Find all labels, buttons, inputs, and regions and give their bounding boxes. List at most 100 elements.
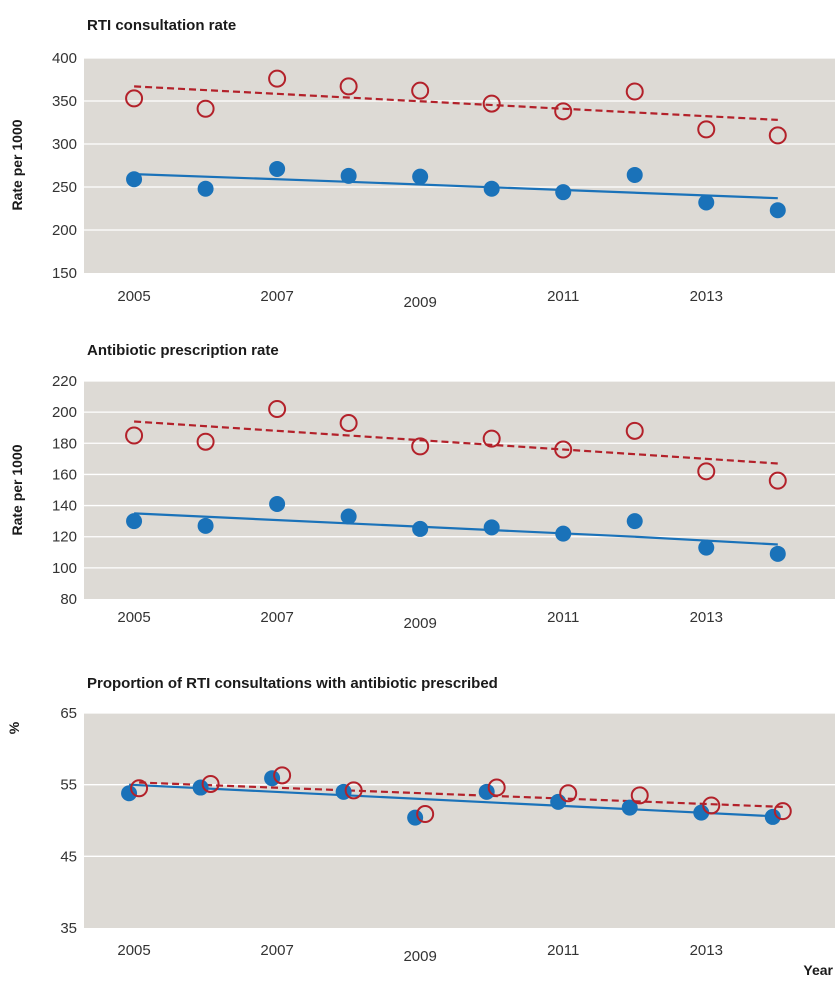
data-point-open bbox=[130, 779, 149, 798]
data-point-filled bbox=[269, 160, 286, 177]
data-point-filled bbox=[764, 808, 781, 825]
data-point-filled bbox=[197, 517, 214, 534]
data-point-open bbox=[559, 784, 578, 803]
y-tick-label: 250 bbox=[52, 179, 77, 196]
data-point-open bbox=[625, 421, 644, 440]
x-tick-label: 2009 bbox=[403, 948, 436, 965]
trend-line-dashed bbox=[134, 85, 778, 121]
y-tick-label: 400 bbox=[52, 50, 77, 67]
data-point-open bbox=[339, 414, 358, 433]
y-tick-label: 180 bbox=[52, 435, 77, 452]
x-tick-label: 2005 bbox=[117, 609, 150, 626]
y-tick-label: 200 bbox=[52, 404, 77, 421]
data-point-filled bbox=[698, 539, 715, 556]
y-tick-label: 300 bbox=[52, 136, 77, 153]
y-tick-label: 45 bbox=[60, 848, 77, 865]
data-point-open bbox=[411, 81, 430, 100]
data-point-open bbox=[482, 429, 501, 448]
data-point-open bbox=[268, 400, 287, 419]
plot-background bbox=[84, 381, 835, 599]
data-point-open bbox=[554, 440, 573, 459]
data-point-filled bbox=[192, 779, 209, 796]
x-tick-label: 2011 bbox=[547, 609, 579, 626]
data-point-filled bbox=[340, 167, 357, 184]
data-point-filled bbox=[412, 520, 429, 537]
data-point-open bbox=[768, 471, 787, 490]
data-point-open bbox=[482, 94, 501, 113]
data-point-open bbox=[702, 796, 721, 815]
y-tick-label: 200 bbox=[52, 222, 77, 239]
data-point-open bbox=[268, 69, 287, 88]
panel-title: Antibiotic prescription rate bbox=[87, 342, 279, 359]
data-point-open bbox=[773, 802, 792, 821]
y-tick-label: 55 bbox=[60, 777, 77, 794]
y-tick-label: 80 bbox=[60, 591, 77, 608]
data-point-filled bbox=[555, 184, 572, 201]
y-tick-label: 35 bbox=[60, 920, 77, 937]
data-point-filled bbox=[197, 180, 214, 197]
data-point-filled bbox=[555, 525, 572, 542]
x-tick-label: 2011 bbox=[547, 288, 579, 305]
data-point-filled bbox=[769, 545, 786, 562]
x-tick-label: 2013 bbox=[690, 609, 723, 626]
data-point-open bbox=[768, 126, 787, 145]
y-tick-label: 100 bbox=[52, 560, 77, 577]
data-point-open bbox=[125, 426, 144, 445]
plot-background bbox=[84, 713, 835, 928]
data-point-filled bbox=[483, 180, 500, 197]
y-axis-label: Rate per 1000 bbox=[9, 119, 25, 210]
data-point-open bbox=[201, 774, 220, 793]
data-point-filled bbox=[621, 799, 638, 816]
plot-background bbox=[84, 58, 835, 273]
data-point-open bbox=[487, 778, 506, 797]
data-point-filled bbox=[626, 166, 643, 183]
data-point-filled bbox=[483, 519, 500, 536]
x-tick-label: 2007 bbox=[260, 288, 293, 305]
x-tick-label: 2005 bbox=[117, 942, 150, 959]
y-tick-label: 140 bbox=[52, 498, 77, 515]
trend-line-solid bbox=[129, 783, 773, 818]
data-point-filled bbox=[121, 785, 138, 802]
data-point-open bbox=[196, 432, 215, 451]
data-point-open bbox=[344, 781, 363, 800]
x-tick-label: 2013 bbox=[690, 942, 723, 959]
trend-line-dashed bbox=[134, 420, 778, 465]
y-tick-label: 350 bbox=[52, 93, 77, 110]
data-point-filled bbox=[340, 508, 357, 525]
data-point-open bbox=[554, 102, 573, 121]
panel-title: Proportion of RTI consultations with ant… bbox=[87, 675, 498, 692]
y-tick-label: 150 bbox=[52, 265, 77, 282]
y-tick-label: 160 bbox=[52, 466, 77, 483]
x-tick-label: 2009 bbox=[403, 615, 436, 632]
data-point-open bbox=[196, 99, 215, 118]
x-tick-label: 2007 bbox=[260, 942, 293, 959]
data-point-filled bbox=[412, 168, 429, 185]
x-tick-label: 2007 bbox=[260, 609, 293, 626]
y-axis-label: % bbox=[6, 721, 22, 734]
x-tick-label: 2005 bbox=[117, 288, 150, 305]
panel-title: RTI consultation rate bbox=[87, 17, 236, 34]
data-point-filled bbox=[126, 171, 143, 188]
data-point-filled bbox=[126, 513, 143, 530]
data-point-filled bbox=[693, 804, 710, 821]
data-point-filled bbox=[626, 513, 643, 530]
trend-line-dashed bbox=[139, 781, 783, 808]
data-point-open bbox=[630, 786, 649, 805]
data-point-filled bbox=[478, 783, 495, 800]
x-tick-label: 2013 bbox=[690, 288, 723, 305]
x-axis-label: Year bbox=[803, 962, 833, 978]
y-axis-label: Rate per 1000 bbox=[9, 444, 25, 535]
data-point-filled bbox=[269, 496, 286, 513]
data-point-filled bbox=[769, 202, 786, 219]
data-point-filled bbox=[550, 793, 567, 810]
y-tick-label: 120 bbox=[52, 529, 77, 546]
data-point-open bbox=[416, 805, 435, 824]
data-point-filled bbox=[264, 770, 281, 787]
data-point-open bbox=[697, 120, 716, 139]
data-point-open bbox=[625, 82, 644, 101]
data-point-filled bbox=[698, 194, 715, 211]
data-point-open bbox=[339, 77, 358, 96]
data-point-open bbox=[411, 437, 430, 456]
